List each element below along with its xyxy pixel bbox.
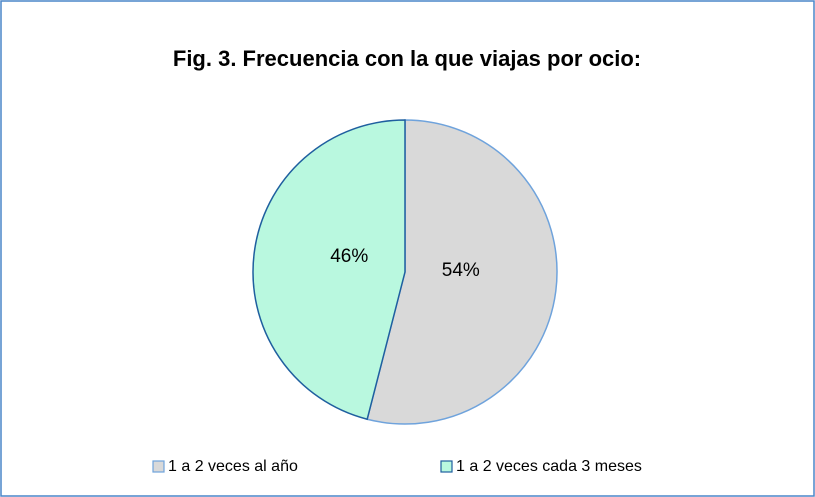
legend-label: 1 a 2 veces al año (168, 458, 298, 475)
legend-swatch (152, 460, 165, 473)
pie-slice (252, 119, 406, 421)
data-label: 54% (442, 260, 480, 281)
legend-swatch (440, 460, 453, 473)
legend-label: 1 a 2 veces cada 3 meses (456, 458, 642, 475)
pie-slice (366, 119, 558, 425)
chart-title: Fig. 3. Frecuencia con la que viajas por… (173, 46, 641, 71)
data-label: 46% (330, 246, 368, 267)
